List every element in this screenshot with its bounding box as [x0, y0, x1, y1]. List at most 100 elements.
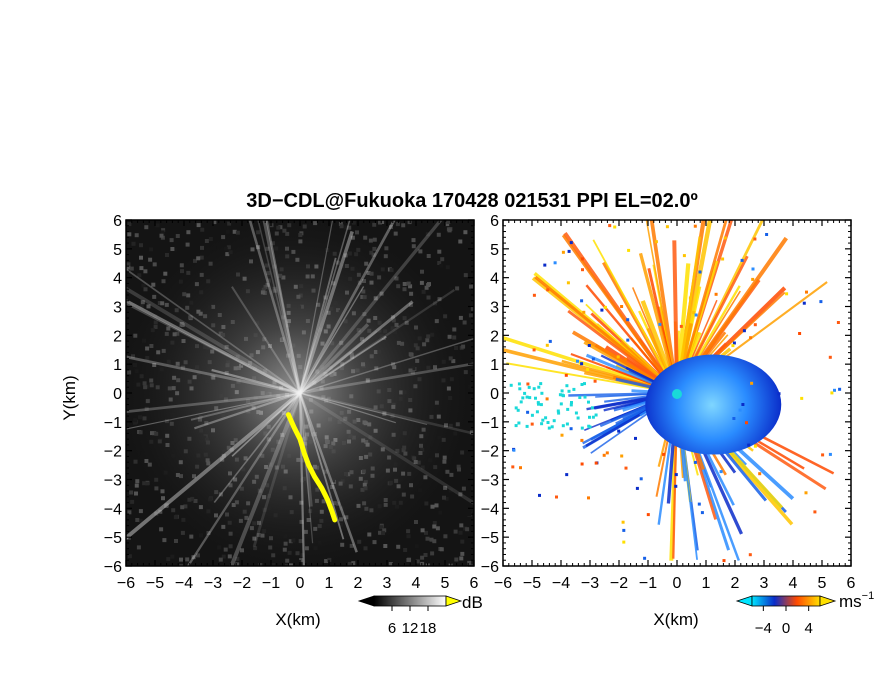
scatter-pixel: [548, 339, 552, 343]
right-x-tick-label: −2: [610, 575, 628, 592]
right-y-tick-label: −5: [481, 530, 499, 547]
colorbar-tick-label: 4: [804, 620, 812, 637]
scatter-pixel: [530, 422, 534, 426]
far-return-pixel: [565, 422, 569, 426]
scatter-pixel: [700, 511, 704, 515]
left-colorbar-bar: [373, 595, 447, 607]
scatter-pixel: [569, 241, 573, 245]
scatter-pixel: [800, 396, 804, 400]
scatter-pixel: [526, 410, 530, 414]
scatter-pixel: [712, 211, 715, 214]
colorbar-tick-label: −4: [755, 620, 772, 637]
right-y-tick-label: −4: [481, 501, 499, 518]
scatter-pixel: [682, 254, 686, 258]
far-return-pixel: [539, 403, 543, 407]
chart-title: 3D−CDL@Fukuoka 170428 021531 PPI EL=02.0…: [246, 190, 698, 212]
scatter-pixel: [553, 261, 557, 265]
left-y-tick-label: 0: [113, 386, 122, 403]
far-return-pixel: [547, 426, 551, 430]
scatter-pixel: [731, 344, 735, 348]
scatter-pixel: [740, 258, 744, 262]
right-x-tick-label: 2: [731, 575, 740, 592]
scatter-pixel: [765, 233, 769, 236]
scatter-pixel: [758, 472, 762, 476]
left-axes: −6 −5 −4 −3 −2 −1 0 1 2 3 4 5 6 −6 −5 −4 −3 −2 −1 0 1 2 3 4 5 6: [104, 213, 479, 592]
right-x-tick-label: 3: [760, 575, 769, 592]
far-return-pixel: [591, 415, 595, 419]
right-y-tick-label: −2: [481, 444, 499, 461]
right-colorbar: −4 0 4 ms−1: [735, 590, 874, 637]
left-y-tick-label: −4: [104, 501, 122, 518]
right-x-tick-label: −5: [523, 575, 541, 592]
scatter-pixel: [511, 465, 515, 469]
far-return-pixel: [566, 407, 570, 411]
far-return-pixel: [574, 411, 578, 415]
scatter-pixel: [828, 452, 832, 456]
scatter-pixel: [566, 281, 570, 285]
scatter-pixel: [798, 332, 802, 335]
scatter-pixel: [560, 433, 564, 437]
right-colorbar-under-arrow: [735, 595, 753, 607]
scatter-pixel: [654, 240, 658, 244]
far-return-pixel: [590, 406, 594, 410]
scatter-pixel: [674, 473, 678, 477]
far-return-pixel: [517, 421, 521, 425]
velocity-ray: [592, 239, 678, 394]
far-return-pixel: [557, 411, 561, 415]
scatter-pixel: [719, 470, 723, 474]
scatter-pixel: [622, 540, 626, 544]
scatter-pixel: [698, 270, 702, 274]
scatter-pixel: [561, 250, 565, 254]
scatter-pixel: [519, 466, 522, 470]
far-return-pixel: [556, 409, 560, 413]
scatter-pixel: [545, 397, 549, 401]
scatter-pixel: [738, 408, 742, 412]
scatter-pixel: [627, 248, 631, 252]
scatter-pixel: [586, 368, 590, 371]
left-colorbar-under-arrow: [357, 595, 375, 607]
highlight-path: [285, 412, 338, 523]
scatter-pixel: [587, 344, 591, 347]
scatter-pixel: [749, 336, 753, 340]
right-x-tick-label: 5: [818, 575, 827, 592]
scatter-pixel: [658, 322, 662, 326]
far-return-pixel: [580, 383, 584, 386]
right-x-tick-label: −6: [494, 575, 512, 592]
scatter-pixel: [753, 323, 757, 327]
scatter-pixel: [555, 495, 558, 499]
right-x-tick-label: 0: [673, 575, 682, 592]
far-return-pixel: [546, 421, 550, 424]
far-return-pixel: [537, 385, 541, 389]
far-return-pixel: [561, 424, 565, 428]
scatter-pixel: [545, 343, 549, 347]
scatter-pixel: [600, 308, 604, 312]
scatter-pixel: [751, 267, 755, 271]
right-x-tick-label: 1: [702, 575, 711, 592]
left-colorbar-over-arrow: [445, 595, 463, 607]
far-return-pixel: [583, 395, 587, 399]
far-return-pixel: [509, 383, 513, 387]
scatter-pixel: [679, 324, 683, 328]
far-return-pixel: [519, 400, 523, 404]
scatter-pixel: [828, 355, 832, 359]
scatter-pixel: [732, 341, 736, 345]
far-return-pixel: [541, 418, 545, 422]
far-return-pixel: [514, 424, 518, 428]
scatter-pixel: [753, 444, 757, 448]
scatter-pixel: [748, 553, 752, 557]
far-return-pixel: [544, 416, 548, 420]
right-panel: −6 −5 −4 −3 −2 −1 0 1 2 3 4 5 6 −6 −5 −4 −3 −2 −1 0 1 2 3 4 5 6 X…: [481, 211, 856, 629]
scatter-pixel: [616, 355, 620, 359]
scatter-pixel: [830, 391, 834, 395]
scatter-pixel: [512, 448, 516, 452]
scatter-pixel: [833, 388, 836, 392]
right-y-tick-label: 2: [490, 328, 499, 345]
scatter-pixel: [741, 403, 745, 406]
scatter-pixel: [750, 381, 754, 385]
scatter-pixel: [693, 460, 697, 464]
far-return-pixel: [550, 425, 554, 429]
scatter-pixel: [617, 429, 621, 433]
scatter-pixel: [813, 510, 817, 514]
scatter-pixel: [804, 491, 808, 495]
colorbar-tick-label: 18: [420, 620, 437, 637]
